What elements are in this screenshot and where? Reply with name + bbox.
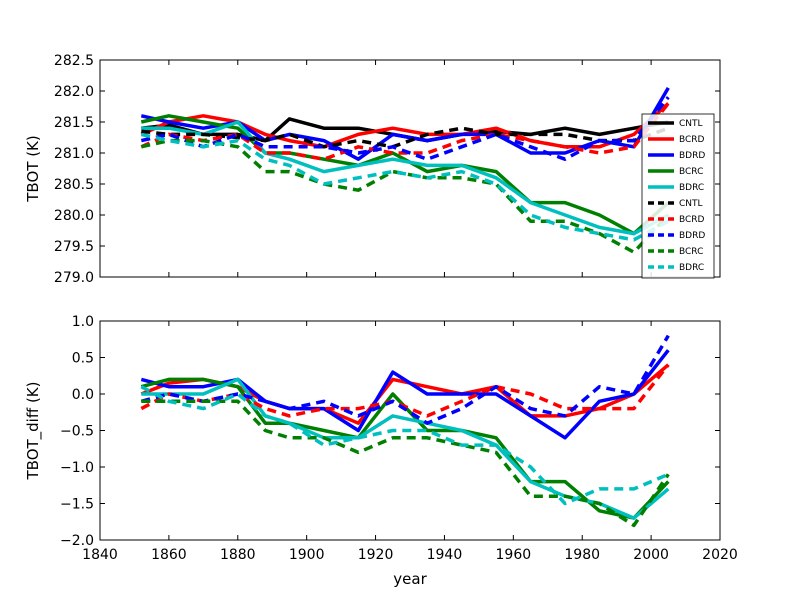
series-line-bdrd-dashed <box>140 334 670 425</box>
x-axis-label: year <box>393 570 427 588</box>
x-tick-label: 1980 <box>564 547 600 563</box>
y-tick-label: 282.5 <box>54 53 94 69</box>
axes-frame <box>99 59 721 278</box>
y-tick-label: 279.5 <box>54 239 94 255</box>
x-tick-label: 1920 <box>358 547 394 563</box>
y-tick-label: −1.5 <box>60 497 94 513</box>
y-tick-label: 280.5 <box>54 177 94 193</box>
legend: CNTL BCRD BDRD BCRC BDRC CNTL BCRD BDRD BCRC BDRC <box>641 113 715 279</box>
series-group <box>140 334 670 528</box>
x-tick-label: 1960 <box>496 547 532 563</box>
x-tick-label: 1860 <box>151 547 187 563</box>
x-tick-label: 1940 <box>427 547 463 563</box>
y-tick-label: 281.5 <box>54 115 94 131</box>
y-tick-label: −0.5 <box>60 424 94 440</box>
legend-label: BDRC <box>679 263 704 273</box>
bottom-panel: −2.0 −1.5 −1.0 −0.5 0.0 0.5 1.0 1840 1860 1880 190… <box>24 314 738 588</box>
legend-label: BDRC <box>679 183 704 193</box>
y-tick-label: 281.0 <box>54 146 94 162</box>
legend-label: BCRC <box>679 247 703 257</box>
series-line-bcrc-dashed <box>141 399 670 528</box>
x-tick-label: 1840 <box>82 547 118 563</box>
y-tick-label: 279.0 <box>54 270 94 286</box>
legend-label: BDRD <box>679 151 705 161</box>
series-line-bdrd-solid <box>140 349 670 440</box>
series-line-bcrc-dashed <box>140 138 670 254</box>
legend-label: CNTL <box>679 199 703 209</box>
x-tick-label: 2000 <box>633 547 669 563</box>
x-tick-label: 1900 <box>289 547 325 563</box>
x-tick-label: 1880 <box>220 547 256 563</box>
series-line-bdrc-dashed <box>140 385 669 506</box>
x-tick-label: 2020 <box>702 547 738 563</box>
legend-label: BDRD <box>679 231 705 241</box>
legend-label: BCRD <box>679 215 705 225</box>
y-axis-label: TBOT_diff (K) <box>24 382 43 481</box>
series-line-bcrd-solid <box>140 102 670 149</box>
series-line-bdrc-dashed <box>140 132 670 242</box>
y-tick-label: 1.0 <box>72 314 94 330</box>
y-axis-label: TBOT (K) <box>24 135 42 202</box>
y-tick-label: −2.0 <box>60 533 94 549</box>
y-tick-label: 0.0 <box>72 387 94 403</box>
series-line-bcrd-dashed <box>140 102 670 161</box>
legend-label: CNTL <box>679 119 703 129</box>
y-tick-label: 280.0 <box>54 208 94 224</box>
series-group <box>140 87 670 254</box>
y-tick-label: 282.0 <box>54 84 94 100</box>
series-line-bdrd-dashed <box>140 96 670 161</box>
top-panel: 279.0 279.5 280.0 280.5 281.0 281.5 282.0 282.5… <box>24 53 721 286</box>
y-tick-label: 0.5 <box>72 351 94 367</box>
series-line-bdrc-solid <box>141 120 670 236</box>
legend-label: BCRC <box>679 167 703 177</box>
legend-label: BCRD <box>679 135 705 145</box>
y-tick-label: −1.0 <box>60 460 94 476</box>
